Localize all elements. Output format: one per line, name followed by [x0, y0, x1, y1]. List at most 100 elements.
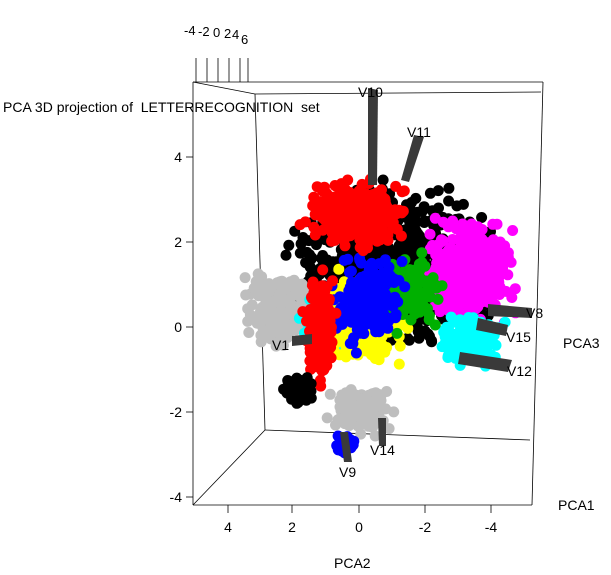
scatter-point [324, 221, 336, 233]
scatter-point [344, 230, 356, 242]
scatter-point [361, 238, 373, 250]
scatter-point [276, 275, 288, 287]
scatter-point [334, 291, 346, 303]
scatter-point [349, 204, 361, 216]
scatter-point [424, 228, 436, 240]
scatter-point [394, 340, 406, 352]
scatter-point [486, 268, 497, 280]
loading-vector-v14 [378, 418, 386, 446]
scatter-point [349, 315, 361, 326]
scatter-point [440, 256, 452, 267]
scatter-point [412, 326, 424, 338]
scatter-point [361, 337, 373, 349]
scatter-point [373, 229, 385, 241]
scatter-point [483, 243, 495, 255]
scatter-point [339, 240, 351, 252]
pca2-tick-label: -4 [485, 519, 498, 535]
scatter-point [454, 282, 466, 294]
scatter-point [393, 358, 405, 370]
scatter-point [240, 289, 252, 301]
scatter-point [482, 340, 494, 352]
scatter-point [380, 403, 392, 415]
scatter-point [255, 336, 267, 348]
scatter-point [375, 200, 387, 212]
scatter-point [243, 327, 255, 338]
scatter-point [375, 219, 387, 231]
scatter-point [332, 214, 344, 226]
pca1-tick-label: -2 [198, 24, 210, 39]
scatter-point [392, 296, 404, 308]
pca1-tick-label: 0 [213, 25, 220, 40]
scatter-point [304, 261, 316, 273]
scatter-point [349, 409, 361, 421]
scatter-point [299, 216, 311, 228]
scatter-point [455, 320, 467, 332]
scatter-point [446, 276, 457, 288]
scatter-point [338, 397, 350, 409]
scatter-point [350, 347, 362, 359]
scatter-point [244, 309, 256, 321]
scatter-point [416, 257, 428, 268]
scatter-point [263, 278, 275, 290]
scatter-point [253, 278, 265, 290]
scatter-point [317, 264, 329, 276]
scatter-point [427, 272, 439, 284]
pca2-tick-label: 0 [355, 519, 363, 535]
scatter-point [470, 222, 481, 234]
scatter-point [321, 281, 333, 293]
pca3-tick-label: -2 [170, 404, 183, 420]
scatter-points [239, 173, 521, 459]
scatter-point [383, 423, 395, 435]
scatter-point [468, 290, 480, 302]
pca3-tick-label: 2 [174, 234, 182, 250]
loading-label-v10: V10 [358, 84, 383, 100]
scatter-point [377, 210, 389, 222]
scatter-point [413, 230, 425, 242]
scatter-point [311, 281, 323, 293]
scatter-point [416, 247, 428, 259]
scatter-point [491, 218, 503, 230]
scatter-point [308, 221, 320, 233]
scatter-point [479, 276, 491, 288]
scatter-point [259, 303, 271, 315]
scatter-point [449, 295, 461, 307]
scatter-point [369, 430, 381, 442]
scatter-point [454, 336, 466, 347]
bounding-box [192, 81, 544, 506]
scatter-point [443, 182, 455, 194]
scatter-point [281, 294, 293, 306]
scatter-point [405, 314, 417, 326]
scatter-point [491, 250, 503, 262]
scatter-point [313, 298, 325, 310]
scatter-point [333, 263, 345, 275]
box-edge [531, 81, 544, 506]
pca3-tick-labels: 4 2 0 -2 -4 [170, 149, 183, 505]
scatter-point [451, 200, 463, 212]
scatter-point [324, 315, 336, 327]
scatter-point [267, 296, 279, 308]
scatter-point [494, 236, 506, 248]
scatter-point [296, 375, 308, 387]
scatter-point [429, 319, 441, 331]
scatter-point [379, 346, 391, 358]
scatter-point [310, 239, 322, 251]
scatter-point [429, 212, 441, 224]
scatter-point [321, 412, 333, 424]
pca1-tick-label: -4 [184, 23, 196, 38]
scatter-point [348, 435, 360, 447]
scatter-point [386, 212, 398, 224]
scatter-point [373, 354, 385, 366]
loading-vector-v9 [340, 432, 352, 462]
scatter-point [346, 276, 358, 288]
scatter-point [366, 215, 378, 227]
pca1-tick-label: 6 [241, 32, 248, 47]
scatter-point [357, 418, 369, 430]
scatter-point [278, 311, 290, 323]
scatter-point [506, 292, 518, 303]
loading-label-v9: V9 [339, 464, 356, 480]
box-edge [254, 91, 542, 95]
scatter-point [433, 202, 444, 214]
box-edge [254, 93, 266, 431]
scatter-point [382, 229, 394, 241]
